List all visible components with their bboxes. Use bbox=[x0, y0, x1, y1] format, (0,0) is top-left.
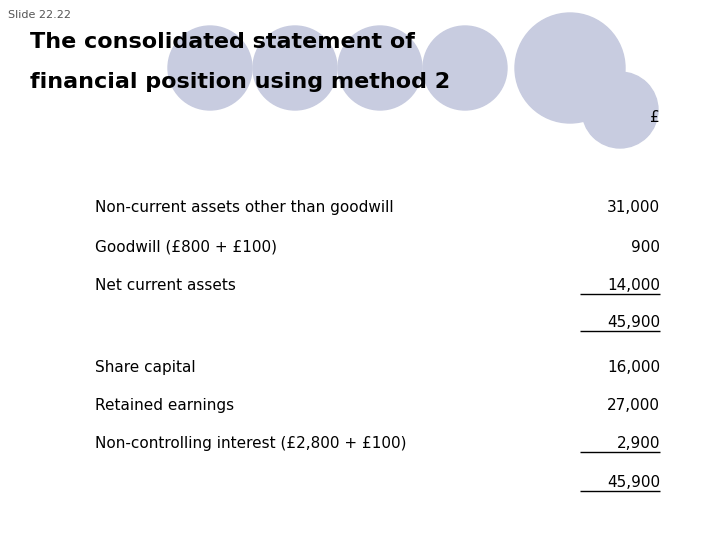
Text: financial position using method 2: financial position using method 2 bbox=[30, 72, 450, 92]
Text: Non-current assets other than goodwill: Non-current assets other than goodwill bbox=[95, 200, 394, 215]
Text: 27,000: 27,000 bbox=[607, 398, 660, 413]
Text: Non-controlling interest (£2,800 + £100): Non-controlling interest (£2,800 + £100) bbox=[95, 436, 407, 451]
Text: Slide 22.22: Slide 22.22 bbox=[8, 10, 71, 20]
Text: 31,000: 31,000 bbox=[607, 200, 660, 215]
Text: Net current assets: Net current assets bbox=[95, 278, 236, 293]
Text: 14,000: 14,000 bbox=[607, 278, 660, 293]
Text: Share capital: Share capital bbox=[95, 360, 196, 375]
Text: 45,900: 45,900 bbox=[607, 475, 660, 490]
Text: 2,900: 2,900 bbox=[616, 436, 660, 451]
Text: 900: 900 bbox=[631, 240, 660, 255]
Text: 45,900: 45,900 bbox=[607, 315, 660, 330]
Circle shape bbox=[582, 72, 658, 148]
Circle shape bbox=[515, 13, 625, 123]
Text: 16,000: 16,000 bbox=[607, 360, 660, 375]
Circle shape bbox=[253, 26, 337, 110]
Text: The consolidated statement of: The consolidated statement of bbox=[30, 32, 415, 52]
Circle shape bbox=[338, 26, 422, 110]
Text: £: £ bbox=[650, 110, 660, 125]
Circle shape bbox=[168, 26, 252, 110]
Text: Goodwill (£800 + £100): Goodwill (£800 + £100) bbox=[95, 240, 277, 255]
Circle shape bbox=[423, 26, 507, 110]
Text: Retained earnings: Retained earnings bbox=[95, 398, 234, 413]
